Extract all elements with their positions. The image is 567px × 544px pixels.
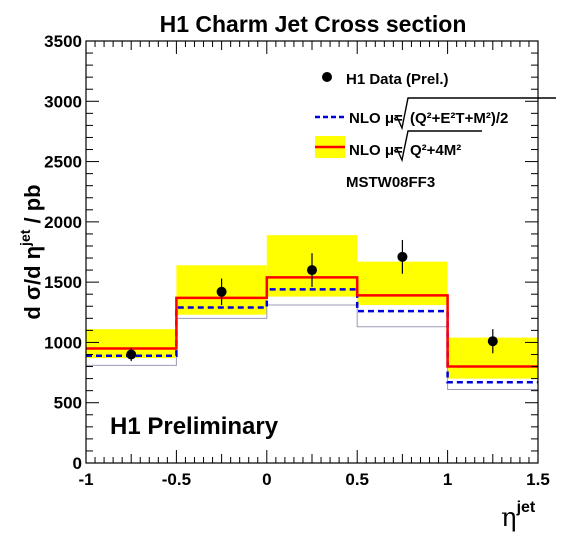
y-tick-label: 500 xyxy=(54,394,82,413)
legend: H1 Data (Prel.) NLO μ= (Q²+E²T+M²)/2 NLO… xyxy=(315,71,556,191)
x-tick-label: 1 xyxy=(443,470,452,489)
y-tick-label: 3500 xyxy=(44,32,82,51)
axes-layer: -1 -0.5 0 0.5 1 1.5 0 500 1000 1500 2000 2500 3000 35… xyxy=(44,32,550,489)
x-axis-label-sup: jet xyxy=(516,499,536,516)
x-axis-label-main: η xyxy=(501,503,517,533)
data-point xyxy=(307,265,317,276)
x-axis-label: ηjet xyxy=(501,499,536,533)
y-axis-label-sup: jet xyxy=(17,229,33,247)
y-tick-label: 1000 xyxy=(44,333,82,352)
legend-nlo-half-sqrt-sign xyxy=(393,97,556,131)
y-tick-label: 3000 xyxy=(44,92,82,111)
legend-nlo-4m-sqrt-sign xyxy=(393,130,482,163)
legend-pdf-label: MSTW08FF3 xyxy=(346,174,435,191)
x-tick-label: -1 xyxy=(78,470,93,489)
data-point xyxy=(216,286,227,297)
legend-nlo-half-radicand: (Q²+E²T+M²)/2 xyxy=(410,110,508,127)
y-tick-label: 2500 xyxy=(44,153,82,172)
chart-title: H1 Charm Jet Cross section xyxy=(160,11,467,37)
legend-nlo-4m-prefix: NLO μ= xyxy=(349,142,403,159)
y-axis-label-main: d σ/d η xyxy=(20,246,45,320)
legend-nlo-4m-radicand: Q²+4M² xyxy=(410,142,461,159)
y-axis-label-unit: / pb xyxy=(20,184,45,229)
h1-preliminary-annotation: H1 Preliminary xyxy=(110,413,279,440)
legend-data-marker xyxy=(322,72,332,82)
data-points-layer xyxy=(126,239,498,362)
x-tick-label: 0 xyxy=(262,470,271,489)
y-axis-label: d σ/d ηjet / pb xyxy=(17,184,45,319)
x-tick-label: 0.5 xyxy=(345,470,369,489)
data-point xyxy=(397,251,408,262)
y-tick-label: 2000 xyxy=(44,213,82,232)
x-tick-label: 1.5 xyxy=(526,470,550,489)
svg-text:d σ/d ηjet / pb: d σ/d ηjet / pb xyxy=(17,184,45,319)
data-point xyxy=(126,349,137,360)
data-point xyxy=(487,336,498,347)
x-tick-label: -0.5 xyxy=(162,470,191,489)
legend-nlo-half-prefix: NLO μ= xyxy=(349,110,403,127)
legend-data-label: H1 Data (Prel.) xyxy=(346,71,449,88)
y-tick-label: 1500 xyxy=(44,273,82,292)
y-tick-label: 0 xyxy=(73,454,82,473)
svg-text:ηjet: ηjet xyxy=(501,499,536,533)
